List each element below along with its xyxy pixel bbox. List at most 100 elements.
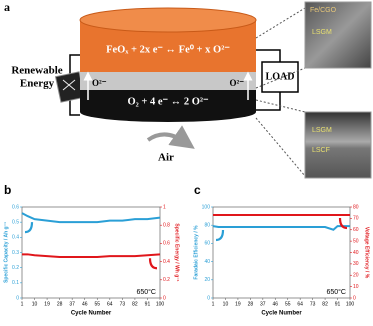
x-tick-label: 1 <box>212 301 215 307</box>
sem-label: LSCF <box>312 147 330 154</box>
panel-label: c <box>194 183 201 197</box>
y-tick-label: 0.5 <box>12 219 19 225</box>
panel-label: a <box>4 0 10 14</box>
ion-label: O²⁻ <box>92 78 107 88</box>
cathode-layer <box>80 90 256 112</box>
axis-hint-arrow <box>215 229 225 242</box>
y-axis-label: Specific Capacity / Ah g⁻¹ <box>3 222 9 283</box>
x-tick-label: 91 <box>335 301 341 307</box>
source-label: Renewable <box>11 65 62 77</box>
load-box <box>261 61 299 93</box>
y-axis-label: Faradaic Efficiency / % <box>193 225 199 280</box>
x-tick-label: 100 <box>156 301 165 307</box>
x-tick-label: 37 <box>69 301 75 307</box>
y-tick-label: 20 <box>204 277 210 283</box>
y2-axis-label: Voltage Efficiency / % <box>364 227 370 279</box>
y2-tick-label: 60 <box>353 227 359 233</box>
y-tick-label: 0.4 <box>12 235 19 241</box>
x-tick-label: 82 <box>132 301 138 307</box>
y2-tick-label: 80 <box>353 204 359 210</box>
solar-shine <box>62 79 76 91</box>
y-tick-label: 80 <box>204 223 210 229</box>
x-tick-label: 64 <box>297 301 303 307</box>
y2-tick-label: 0.2 <box>163 277 170 283</box>
y2-tick-label: 70 <box>353 216 359 222</box>
wire <box>69 100 80 116</box>
panel-label: b <box>4 183 11 197</box>
x-tick-label: 46 <box>82 301 88 307</box>
air-arrow <box>146 125 195 149</box>
x-tick-label: 91 <box>145 301 151 307</box>
y-tick-label: 0.1 <box>12 280 19 286</box>
sem-image <box>304 111 372 179</box>
x-tick-label: 28 <box>57 301 63 307</box>
y2-tick-label: 30 <box>353 261 359 267</box>
x-tick-label: 73 <box>120 301 126 307</box>
x-tick-label: 37 <box>260 301 266 307</box>
y-tick-label: 40 <box>204 259 210 265</box>
y-tick-label: 0.6 <box>12 204 19 210</box>
load-label: LOAD <box>266 71 295 82</box>
y-tick-label: 60 <box>204 241 210 247</box>
x-tick-label: 10 <box>32 301 38 307</box>
sem-label: LSGM <box>312 29 332 36</box>
x-tick-label: 55 <box>94 301 100 307</box>
y2-tick-label: 0.4 <box>163 259 170 265</box>
y2-tick-label: 40 <box>353 250 359 256</box>
x-tick-label: 82 <box>322 301 328 307</box>
y-tick-label: 100 <box>202 204 211 210</box>
x-tick-label: 64 <box>107 301 113 307</box>
connector <box>255 117 306 177</box>
sem-label: LSGM <box>312 127 332 134</box>
wire <box>256 49 281 62</box>
axis-hint-arrow <box>338 217 348 230</box>
wire <box>256 92 281 111</box>
y2-tick-label: 20 <box>353 273 359 279</box>
wire <box>69 54 80 75</box>
y-tick-label: 0.3 <box>12 250 19 256</box>
y-tick-label: 0.2 <box>12 265 19 271</box>
connector <box>255 67 306 89</box>
series-line <box>212 225 350 231</box>
reaction: FeOₓ + 2x e⁻ ↔ Fe⁰ + x O²⁻ <box>106 43 230 55</box>
y2-tick-label: 0.6 <box>163 241 170 247</box>
series-line <box>21 212 161 224</box>
x-tick-label: 100 <box>346 301 355 307</box>
sem-image <box>304 1 372 69</box>
annotation: 650°C <box>326 288 346 296</box>
x-tick-label: 19 <box>44 301 50 307</box>
y2-tick-label: 50 <box>353 238 359 244</box>
plot-frame <box>212 206 351 299</box>
x-axis-label: Cycle Number <box>71 311 112 317</box>
connector <box>255 7 306 39</box>
axis-hint-arrow <box>148 258 158 270</box>
x-tick-label: 55 <box>285 301 291 307</box>
y2-tick-label: 10 <box>353 284 359 290</box>
series-line <box>22 253 161 259</box>
ion-label: O²⁻ <box>230 78 245 88</box>
electrolyte <box>80 72 256 90</box>
source-label: Energy <box>20 78 55 90</box>
sem-label: Fe/CGO <box>310 7 337 14</box>
y-tick-label: 0 <box>207 295 210 301</box>
x-tick-label: 19 <box>235 301 241 307</box>
y2-tick-label: 0.8 <box>163 223 170 229</box>
axis-hint-arrow <box>24 222 34 234</box>
annotation: 650°C <box>136 288 156 296</box>
schematic: a Renewable Energy FeOₓ + 2x e⁻ ↔ Fe⁰ + … <box>4 0 372 179</box>
x-tick-label: 73 <box>310 301 316 307</box>
reaction: O₂ + 4 e⁻ ↔ 2 O²⁻ <box>127 96 209 107</box>
air-label: Air <box>158 152 174 164</box>
x-tick-label: 46 <box>272 301 278 307</box>
connector <box>255 99 306 113</box>
y-tick-label: 0 <box>16 295 19 301</box>
y2-tick-label: 0 <box>353 295 356 301</box>
anode-top <box>79 7 257 33</box>
x-tick-label: 1 <box>21 301 24 307</box>
x-tick-label: 28 <box>248 301 254 307</box>
y2-tick-label: 1 <box>163 204 166 210</box>
y2-tick-label: 0 <box>163 295 166 301</box>
x-tick-label: 10 <box>223 301 229 307</box>
y2-axis-label: Specific Energy / Wh g⁻¹ <box>174 223 180 282</box>
